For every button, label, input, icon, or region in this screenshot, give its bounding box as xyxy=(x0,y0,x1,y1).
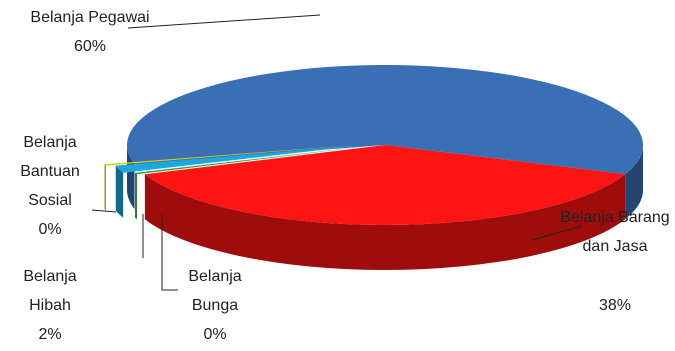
label-value: 60% xyxy=(73,38,107,55)
slice-side xyxy=(127,145,135,210)
slice-side xyxy=(104,164,106,211)
label-value: 38% xyxy=(598,297,632,314)
slice-side xyxy=(625,145,643,220)
slice xyxy=(126,65,643,175)
label-name: Belanja Hibah xyxy=(23,268,77,314)
slice-label: Belanja Pegawai 60% xyxy=(30,3,150,61)
leader-line xyxy=(91,209,117,213)
slice-label: Belanja Hibah 2% xyxy=(5,262,95,349)
label-name: Belanja Bunga xyxy=(188,268,242,314)
slice xyxy=(104,145,355,166)
leader-line xyxy=(531,225,583,241)
label-name: Belanja Bantuan Sosial xyxy=(20,134,80,209)
label-value: 0% xyxy=(38,221,62,238)
slice xyxy=(115,145,365,173)
slice xyxy=(144,145,626,226)
slice-side xyxy=(115,165,124,218)
slice-side xyxy=(144,174,626,270)
slice xyxy=(135,145,377,175)
label-name: Belanja Pegawai xyxy=(30,9,150,26)
slice-label: Belanja Bantuan Sosial 0% xyxy=(10,128,90,244)
slice-label: Belanja Bunga 0% xyxy=(170,262,260,349)
label-name: Belanja Barang dan Jasa xyxy=(560,209,670,255)
leader-line xyxy=(127,14,321,29)
leader-line xyxy=(161,214,178,291)
slice-side xyxy=(135,172,137,220)
slice-label: Belanja Barang dan Jasa 38% xyxy=(555,203,675,320)
label-value: 2% xyxy=(38,326,62,343)
label-value: 0% xyxy=(203,326,227,343)
